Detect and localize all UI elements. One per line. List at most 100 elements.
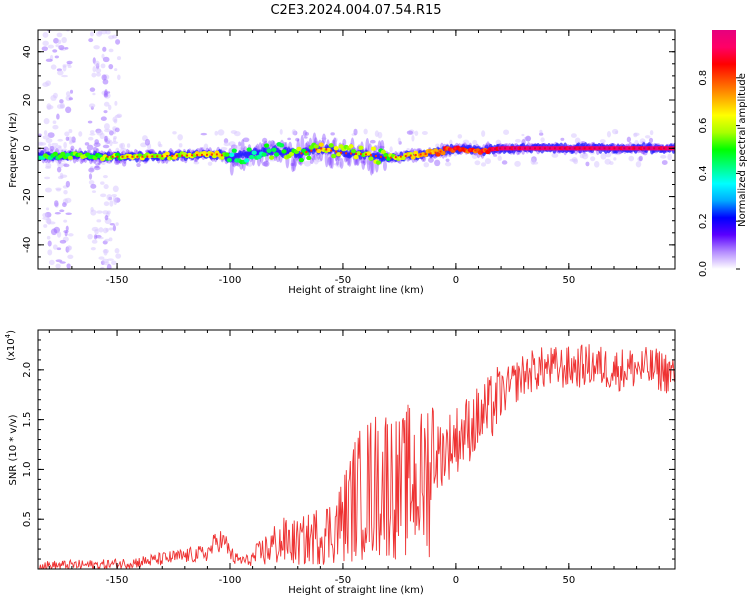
snr-axis-ticks: -150 -100 -50 0 50 0.5 1.0 1.5 2.0	[22, 330, 675, 586]
ridge-mark	[375, 160, 382, 165]
noise-blob	[56, 247, 62, 251]
spectrogram-x-tick-label: -50	[335, 275, 351, 286]
noise-blob	[108, 130, 114, 136]
noise-blob	[242, 137, 250, 143]
spectrogram-y-label: Frequency (Hz)	[8, 112, 19, 188]
noise-blob	[525, 135, 532, 142]
noise-blob	[295, 137, 300, 142]
noise-blob	[115, 39, 121, 45]
noise-blob	[64, 231, 68, 237]
ridge-peak	[663, 147, 666, 150]
noise-blob	[48, 142, 52, 147]
noise-blob	[96, 30, 103, 37]
noise-blob	[43, 130, 48, 136]
noise-blob	[238, 141, 242, 147]
noise-blob	[57, 39, 62, 45]
noise-blob	[434, 159, 441, 167]
noise-blob	[315, 156, 323, 163]
noise-blob	[88, 38, 94, 43]
noise-blob	[63, 219, 68, 223]
noise-blob	[94, 60, 100, 67]
ridge-mark	[266, 148, 272, 153]
noise-blob	[581, 152, 589, 160]
ridge-peak	[414, 154, 417, 157]
ridge-peak	[131, 155, 134, 158]
spectrogram-x-tick-label: -100	[219, 275, 242, 286]
spectrogram-x-label: Height of straight line (km)	[288, 285, 424, 296]
noise-blob	[57, 161, 64, 169]
band-halo	[327, 156, 332, 166]
band-halo	[382, 160, 387, 172]
noise-blob	[107, 91, 111, 94]
ridge-peak	[593, 147, 596, 150]
band-halo	[321, 133, 326, 144]
band-halo	[290, 156, 295, 173]
ridge-peak	[360, 153, 363, 156]
noise-blob	[38, 141, 44, 146]
noise-blob	[52, 49, 58, 53]
noise-blob	[103, 201, 110, 207]
band-halo	[239, 162, 244, 170]
noise-blob	[56, 32, 63, 38]
noise-blob	[111, 193, 117, 197]
noise-blob	[102, 56, 110, 63]
noise-blob	[560, 137, 565, 141]
noise-blob	[551, 153, 559, 158]
spectrogram-panel: -150 -100 -50 0 50 -40 -20 0 20 40 Height of stra…	[8, 29, 676, 296]
ridge-mark	[370, 146, 377, 151]
noise-blob	[64, 46, 69, 50]
noise-blob	[53, 92, 58, 99]
ridge-peak	[161, 155, 164, 158]
snr-x-tick-label: -50	[335, 575, 351, 586]
noise-blob	[65, 225, 69, 232]
noise-blob	[585, 161, 590, 167]
noise-blob	[66, 263, 71, 269]
noise-blob	[92, 92, 96, 96]
ridge-peak	[583, 147, 586, 150]
noise-blob	[379, 145, 385, 149]
noise-blob	[90, 247, 96, 251]
noise-blob	[335, 161, 342, 168]
noise-blob	[65, 136, 70, 141]
ridge-mark	[368, 156, 374, 161]
noise-blob	[360, 160, 365, 164]
noise-blob	[42, 40, 49, 46]
ridge-mark	[296, 146, 302, 152]
ridge-mark	[432, 148, 439, 153]
noise-blob	[330, 132, 335, 136]
noise-blob	[115, 253, 122, 259]
colorbar: 0.0 0.2 0.4 0.6 0.8 Normalized spectral ampl…	[698, 30, 748, 277]
noise-blob	[353, 128, 358, 136]
band-halo	[292, 158, 297, 172]
ridge-peak	[479, 149, 482, 152]
noise-blob	[374, 145, 380, 151]
noise-blob	[52, 124, 59, 130]
noise-blob	[649, 130, 654, 136]
spectrogram-x-tick-label: 0	[453, 275, 459, 286]
noise-blob	[423, 162, 430, 168]
noise-blob	[42, 31, 49, 38]
noise-blob	[104, 238, 110, 242]
noise-blob	[279, 129, 283, 135]
ridge-mark	[52, 151, 58, 157]
noise-blob	[112, 141, 119, 145]
snr-series-line	[38, 344, 675, 569]
noise-blob	[46, 235, 51, 240]
noise-blob	[96, 219, 102, 223]
ridge-peak	[345, 152, 348, 155]
noise-blob	[54, 212, 61, 215]
ridge-peak	[111, 155, 114, 158]
ridge-peak	[519, 147, 522, 150]
noise-blob	[172, 131, 177, 135]
noise-blob	[68, 129, 73, 134]
ridge-peak	[643, 147, 646, 150]
ridge-peak	[384, 156, 387, 159]
ridge-peak	[156, 155, 159, 158]
ridge-peak	[613, 147, 616, 150]
noise-blob	[65, 180, 70, 188]
ridge-peak	[504, 147, 507, 150]
noise-blob	[68, 233, 74, 237]
ridge-mark	[251, 150, 257, 155]
noise-blob	[633, 132, 640, 136]
noise-blob	[661, 160, 668, 165]
